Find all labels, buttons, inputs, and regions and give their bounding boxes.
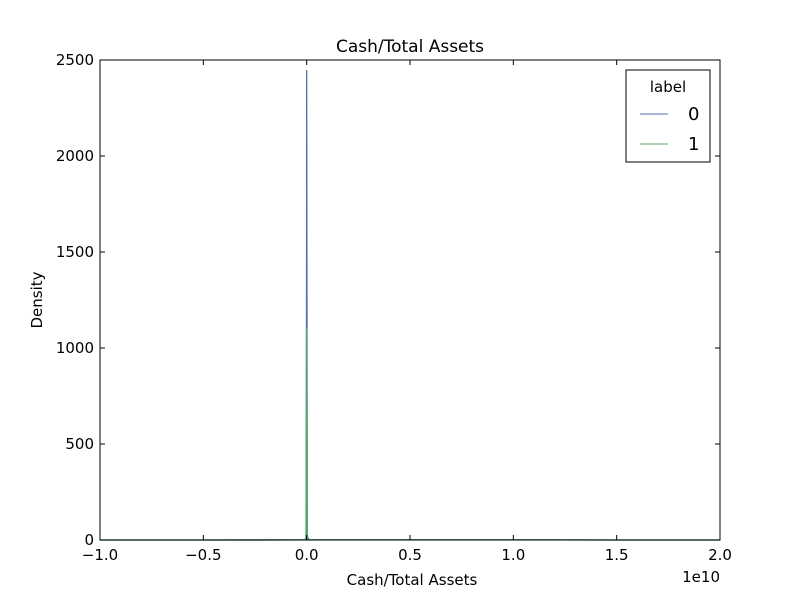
x-tick-label: 1.0	[501, 546, 525, 564]
x-tick-label: 1.5	[605, 546, 629, 564]
y-tick-label: 2500	[56, 51, 94, 69]
legend-title: label	[650, 78, 686, 96]
x-tick-label: −1.0	[82, 546, 118, 564]
axis-ticks: −1.0 −0.5 0.0 0.5 1.0 1.5 2.0 0 500 1000 1500 2000 2…	[56, 51, 732, 564]
x-tick-label: −0.5	[185, 546, 221, 564]
legend-label-1: 1	[688, 134, 699, 155]
series-line-1	[100, 328, 720, 541]
legend-box	[625, 69, 711, 163]
y-tick-label: 500	[65, 435, 94, 453]
x-tick-label: 0.0	[295, 546, 319, 564]
y-tick-label: 1000	[56, 339, 94, 357]
legend-label-0: 0	[688, 104, 699, 125]
x-axis-offset-label: 1e10	[682, 568, 720, 586]
y-tick-label: 1500	[56, 243, 94, 261]
x-tick-label: 0.5	[398, 546, 422, 564]
chart-title: Cash/Total Assets	[336, 37, 484, 57]
y-tick-label: 2000	[56, 147, 94, 165]
y-tick-label: 0	[84, 531, 94, 549]
legend: label 0 1	[625, 69, 711, 163]
x-tick-label: 2.0	[708, 546, 732, 564]
x-axis-label: Cash/Total Assets	[347, 571, 478, 589]
y-axis-label: Density	[28, 271, 46, 328]
